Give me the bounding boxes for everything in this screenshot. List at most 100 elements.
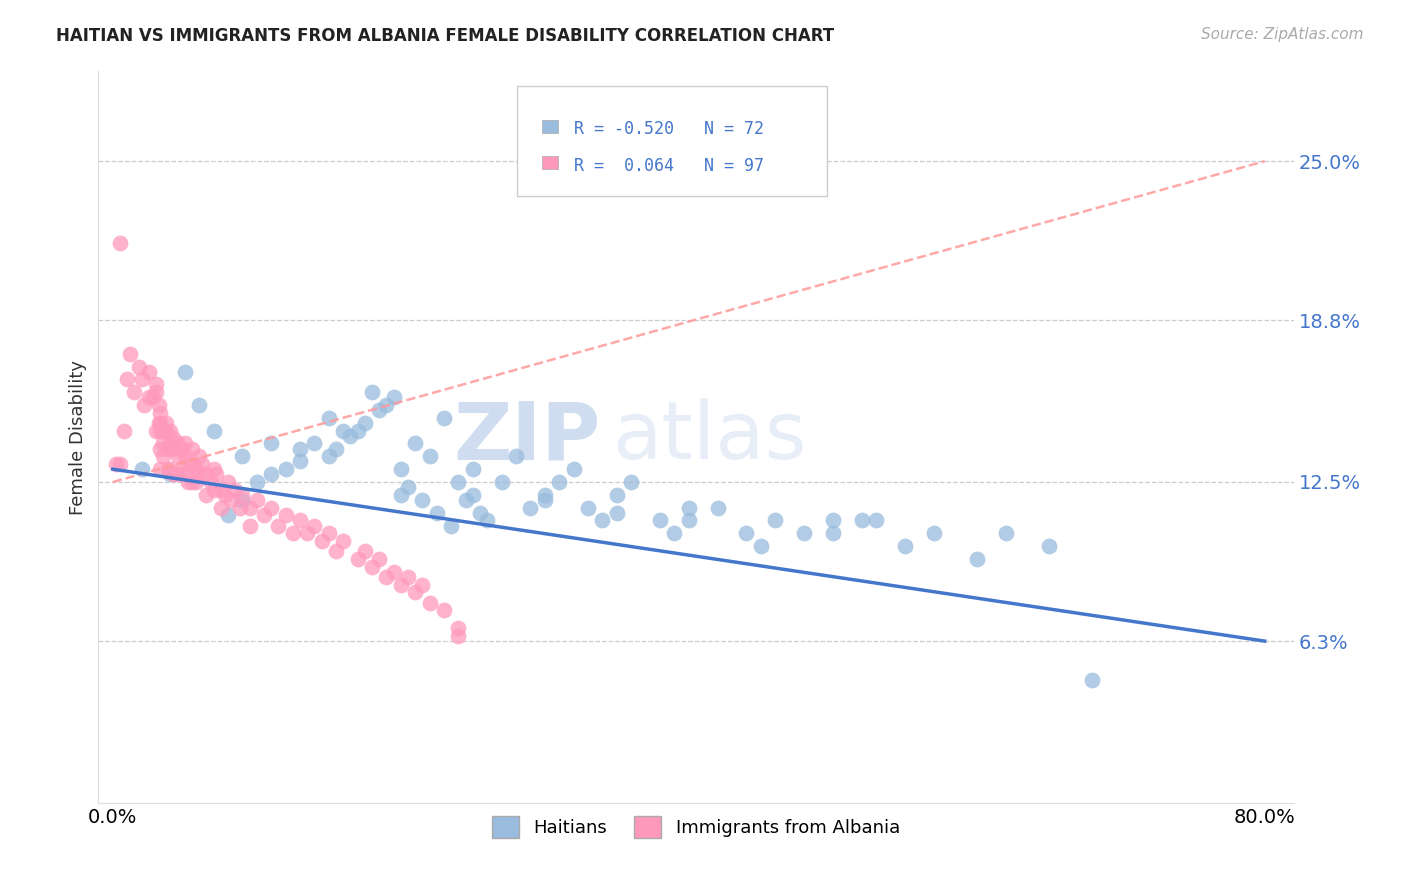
Point (419, 450, 441, 464)
Point (749, 539, 772, 553)
Point (260, 467, 283, 482)
Point (162, 467, 184, 482)
Point (325, 442, 347, 456)
Point (149, 406, 172, 420)
Point (231, 450, 253, 464)
Point (191, 457, 214, 471)
Point (447, 475, 470, 489)
Point (389, 577, 412, 591)
Point (138, 390, 160, 404)
Point (288, 514, 311, 528)
Point (678, 500, 700, 515)
Point (170, 462, 193, 476)
Point (419, 596, 441, 610)
Text: Source: ZipAtlas.com: Source: ZipAtlas.com (1201, 27, 1364, 42)
Point (209, 500, 232, 515)
Text: R = -0.520   N = 72: R = -0.520 N = 72 (574, 120, 763, 138)
FancyBboxPatch shape (517, 86, 827, 195)
FancyBboxPatch shape (541, 120, 558, 133)
Point (519, 500, 541, 515)
Point (181, 442, 204, 456)
Point (793, 526, 815, 541)
Point (231, 492, 253, 507)
Point (606, 488, 628, 502)
Point (893, 539, 915, 553)
Point (533, 488, 555, 502)
Point (145, 377, 167, 392)
Point (295, 526, 318, 541)
Point (149, 424, 172, 438)
Point (396, 570, 419, 584)
Point (148, 416, 170, 430)
Point (170, 442, 193, 456)
Point (108, 457, 131, 471)
Point (576, 500, 599, 515)
Y-axis label: Female Disability: Female Disability (69, 359, 87, 515)
Point (186, 475, 208, 489)
Point (447, 629, 470, 643)
Point (922, 526, 945, 541)
Point (195, 467, 218, 482)
Point (375, 570, 398, 584)
Point (152, 450, 174, 464)
Text: R =  0.064   N = 97: R = 0.064 N = 97 (574, 157, 763, 175)
Point (318, 450, 340, 464)
Point (124, 385, 146, 400)
Point (166, 467, 188, 482)
Point (368, 403, 391, 417)
Point (246, 492, 269, 507)
Point (411, 492, 433, 507)
Text: ZIP: ZIP (453, 398, 600, 476)
Point (606, 506, 628, 520)
Point (138, 365, 160, 379)
Point (361, 559, 384, 574)
Point (304, 436, 326, 450)
Point (433, 410, 456, 425)
Point (149, 462, 172, 476)
Point (288, 454, 311, 468)
Point (461, 462, 484, 476)
Point (389, 488, 412, 502)
Point (382, 565, 405, 579)
Point (821, 514, 844, 528)
Point (200, 475, 222, 489)
Point (389, 462, 412, 476)
Point (155, 424, 177, 438)
Point (188, 450, 211, 464)
Point (228, 500, 250, 515)
Point (591, 514, 613, 528)
Point (148, 398, 170, 412)
Point (156, 462, 179, 476)
Point (209, 483, 232, 497)
Point (186, 462, 208, 476)
Point (353, 544, 375, 558)
Point (239, 500, 262, 515)
Point (173, 467, 195, 482)
Point (426, 506, 449, 520)
Point (205, 467, 228, 482)
Point (461, 488, 484, 502)
Point (468, 506, 491, 520)
Point (346, 552, 368, 566)
Point (152, 436, 174, 450)
Point (648, 514, 671, 528)
Point (353, 416, 375, 430)
Point (173, 365, 195, 379)
Point (131, 462, 153, 476)
Point (620, 475, 643, 489)
Point (311, 534, 333, 549)
Point (173, 436, 195, 450)
Point (224, 483, 246, 497)
Point (142, 390, 165, 404)
Point (176, 475, 198, 489)
Point (477, 514, 499, 528)
Point (1038, 539, 1060, 553)
Point (176, 457, 198, 471)
Point (1081, 673, 1104, 687)
Point (325, 544, 347, 558)
Point (128, 359, 150, 374)
Point (994, 526, 1017, 541)
Point (763, 514, 786, 528)
Legend: Haitians, Immigrants from Albania: Haitians, Immigrants from Albania (485, 808, 907, 845)
Point (120, 346, 142, 360)
